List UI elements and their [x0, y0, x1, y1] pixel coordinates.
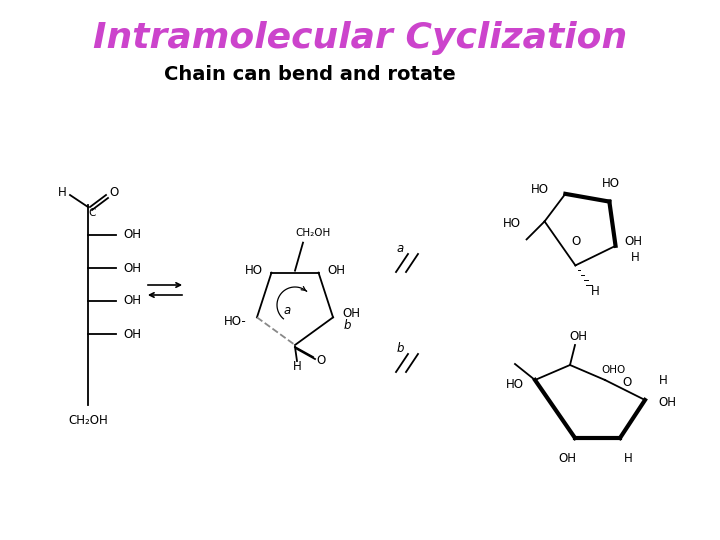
Text: HO: HO: [506, 377, 524, 390]
Text: Chain can bend and rotate: Chain can bend and rotate: [164, 65, 456, 84]
Text: OH: OH: [123, 294, 141, 307]
Text: O: O: [109, 186, 119, 199]
Text: H: H: [631, 251, 640, 265]
Text: HO-: HO-: [224, 315, 246, 328]
Text: OH: OH: [328, 264, 346, 277]
Text: H: H: [292, 361, 302, 374]
Text: OH: OH: [569, 330, 587, 343]
Text: H: H: [624, 451, 632, 464]
Text: H: H: [58, 186, 66, 199]
Text: a: a: [284, 305, 291, 318]
Text: CH₂OH: CH₂OH: [68, 414, 108, 427]
Text: Intramolecular Cyclization: Intramolecular Cyclization: [93, 21, 627, 55]
Text: H: H: [591, 285, 600, 298]
Text: HO: HO: [503, 217, 521, 230]
Text: OH: OH: [342, 307, 360, 320]
Text: O: O: [572, 235, 580, 248]
Text: O: O: [622, 375, 631, 388]
Text: OH: OH: [624, 235, 642, 248]
Text: C: C: [89, 208, 96, 218]
Text: OH: OH: [658, 395, 676, 408]
Text: CH₂OH: CH₂OH: [295, 228, 330, 238]
Text: HO: HO: [603, 177, 621, 190]
Text: HO: HO: [245, 264, 263, 277]
Text: b: b: [396, 341, 404, 354]
Text: OH: OH: [558, 451, 576, 464]
Text: OHO: OHO: [601, 365, 625, 375]
Text: HO: HO: [531, 184, 549, 197]
Text: a: a: [397, 241, 404, 254]
Text: H: H: [659, 374, 667, 387]
Text: OH: OH: [123, 261, 141, 274]
Text: b: b: [343, 319, 351, 332]
Text: OH: OH: [123, 327, 141, 341]
Text: OH: OH: [123, 228, 141, 241]
Text: O: O: [316, 354, 325, 368]
